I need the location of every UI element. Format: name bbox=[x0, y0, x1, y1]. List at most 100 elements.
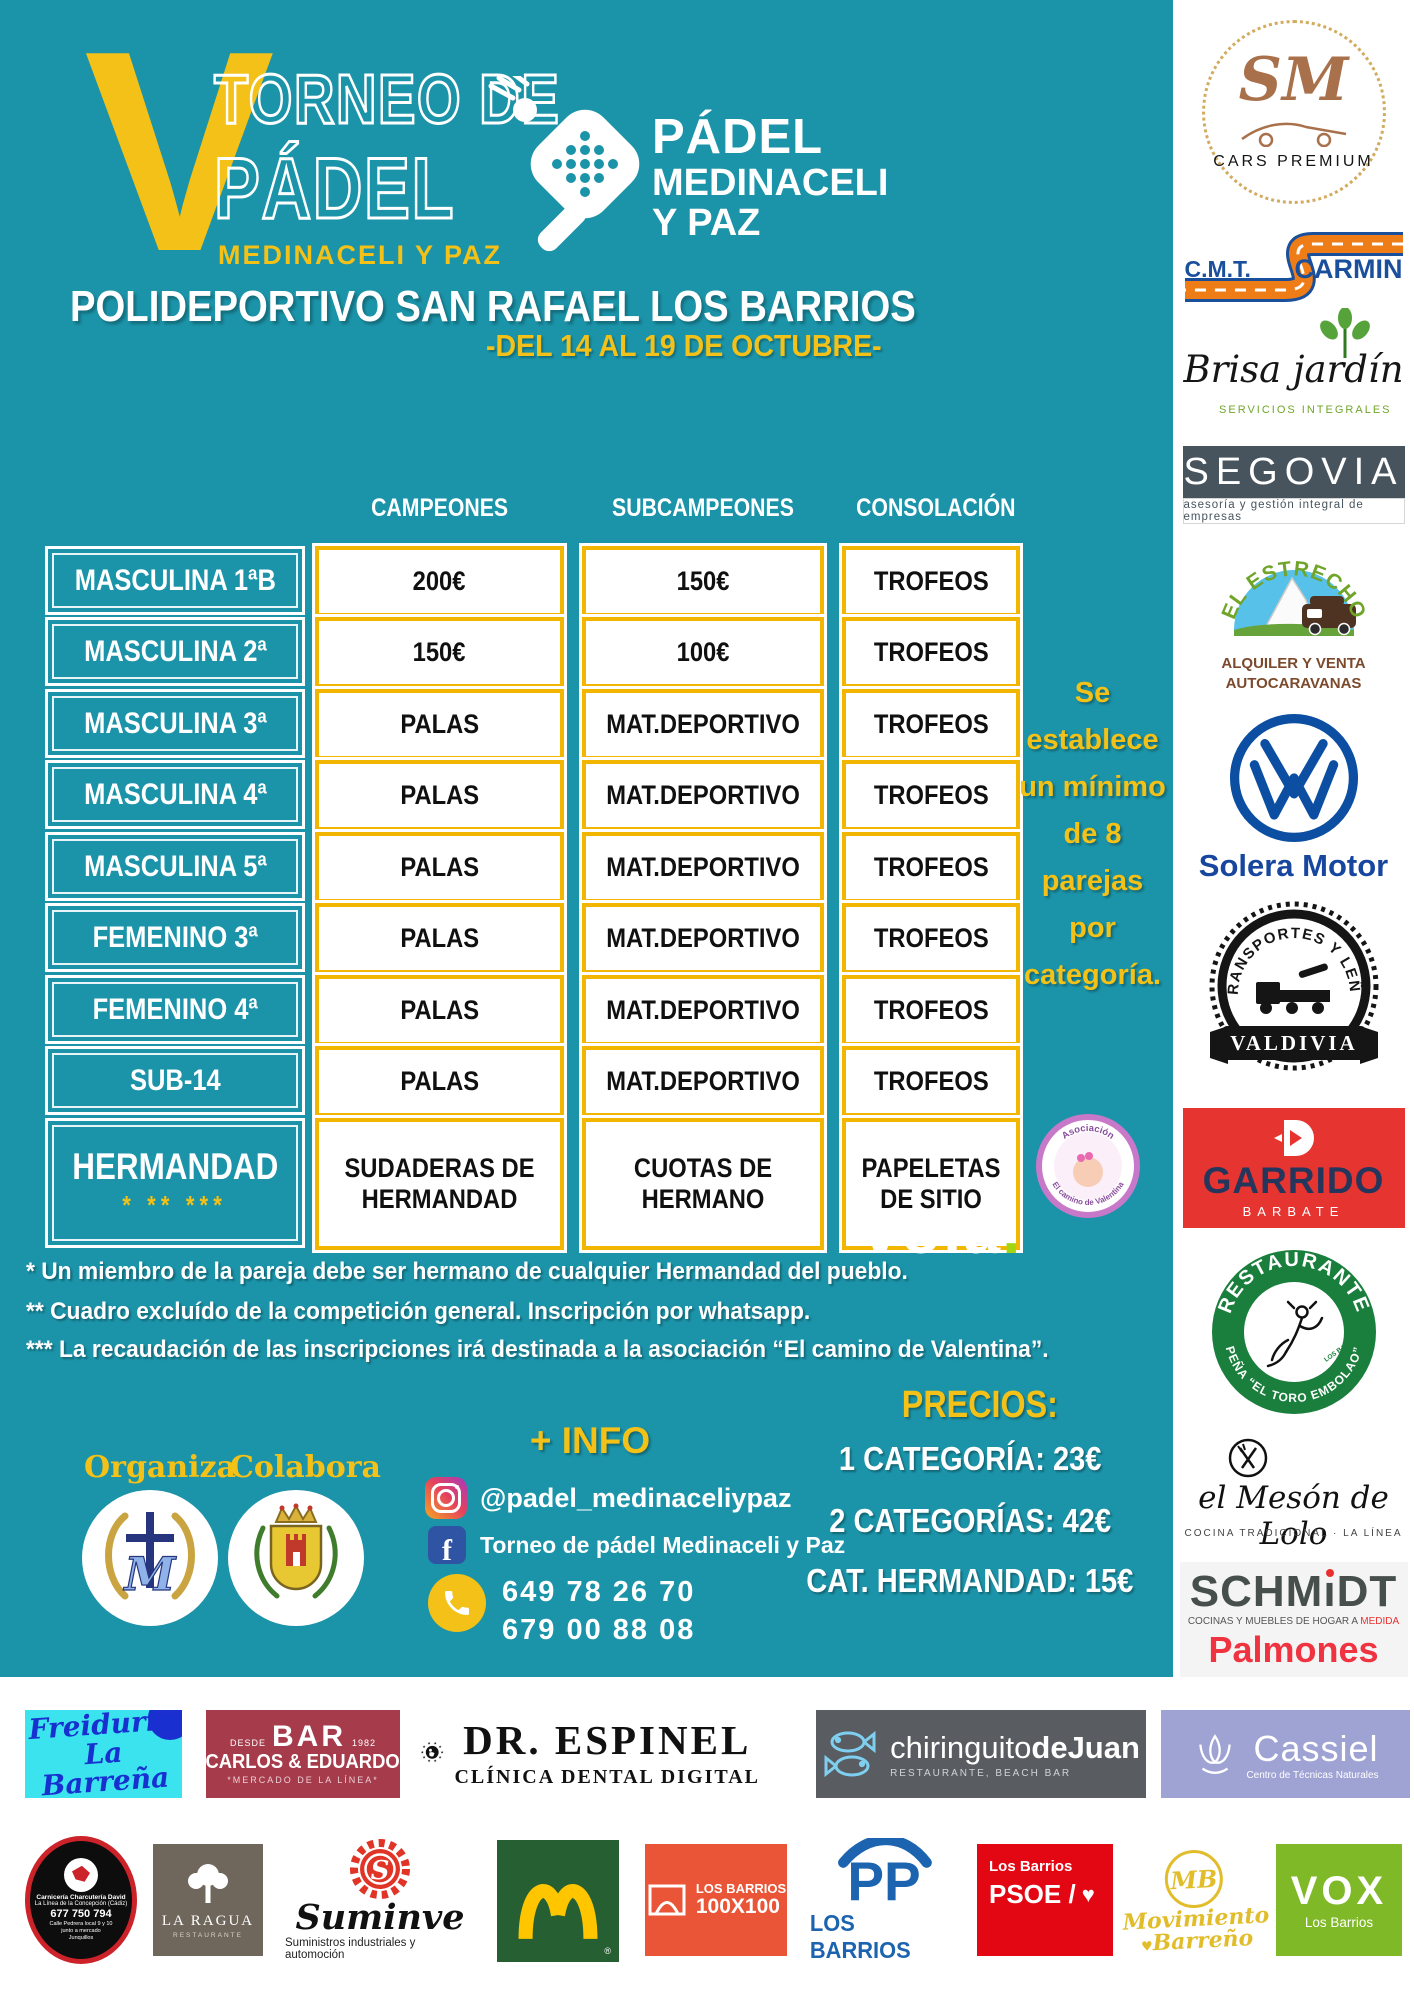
cell-value: TROFEOS bbox=[873, 1065, 989, 1096]
sponsor-sidebar: SM CARS PREMIUM C.M.T. CARMIN bbox=[1173, 0, 1414, 1679]
brisa-name: Brisa jardín bbox=[1183, 348, 1404, 391]
schmidt-red-i: ı bbox=[1323, 1567, 1337, 1616]
valentina-association-badge: Asociación El camino de Valentina bbox=[1036, 1114, 1140, 1218]
column-header-label: CONSOLACIÓN bbox=[856, 494, 1016, 522]
cell-value: PALAS bbox=[400, 994, 479, 1025]
registered-mark: ® bbox=[604, 1946, 611, 1956]
category-cell: FEMENINO 4ª bbox=[45, 975, 305, 1044]
cell-value: PALAS bbox=[400, 1065, 479, 1096]
note-line: establece bbox=[1026, 724, 1159, 756]
category-label: FEMENINO 4ª bbox=[92, 992, 258, 1026]
gear-s-icon: S bbox=[350, 1839, 410, 1899]
sponsor-chiringuito-de-juan: chiringuitodeJuan RESTAURANTE, BEACH BAR bbox=[816, 1710, 1146, 1798]
table-row: SUB-14 PALAS MAT.DEPORTIVO TROFEOS bbox=[0, 1046, 1100, 1117]
subcampeones-cell: MAT.DEPORTIVO bbox=[582, 832, 824, 903]
colabora-label: Colabora bbox=[230, 1450, 381, 1485]
category-label: MASCULINA 2ª bbox=[83, 634, 267, 668]
schmidt-p2: DT bbox=[1336, 1567, 1398, 1616]
column-header-label: CAMPEONES bbox=[371, 494, 508, 522]
mb-line2: Barreño bbox=[1151, 1925, 1254, 1957]
campeones-cell: PALAS bbox=[315, 760, 564, 831]
schmidt-tagline-red: MEDIDA bbox=[1360, 1616, 1400, 1627]
category-label: FEMENINO 3ª bbox=[92, 920, 258, 954]
svg-text:★: ★ bbox=[427, 1741, 431, 1746]
table-row: MASCULINA 2ª 150€ 100€ TROFEOS bbox=[0, 617, 1100, 688]
table-row: MASCULINA 5ª PALAS MAT.DEPORTIVO TROFEOS bbox=[0, 832, 1100, 903]
edition-numeral: V bbox=[84, 0, 275, 311]
phone-icon bbox=[428, 1574, 486, 1632]
vola-logo: vola. bbox=[862, 1192, 1022, 1268]
toro-embolao-badge-icon: RESTAURANTE PEÑA “EL TORO EMBOLAO” LOS B… bbox=[1211, 1249, 1376, 1414]
price-line-1: 1 CATEGORÍA: 23€ bbox=[770, 1440, 1170, 1478]
category-label: MASCULINA 5ª bbox=[83, 849, 267, 883]
sm-gold-circle-icon: SM CARS PREMIUM bbox=[1201, 20, 1386, 204]
ragua-tagline: RESTAURANTE bbox=[173, 1932, 243, 1939]
subcampeones-cell: CUOTAS DE HERMANO bbox=[582, 1118, 824, 1250]
david-line2: La Línea de la Concepción (Cádiz) bbox=[34, 1900, 128, 1907]
title-line1: TORNEO DE bbox=[213, 60, 561, 138]
consolacion-cell: TROFEOS bbox=[842, 1046, 1020, 1117]
consolacion-cell: TROFEOS bbox=[842, 689, 1020, 760]
consolacion-cell: TROFEOS bbox=[842, 832, 1020, 903]
vola-wordmark: vola bbox=[862, 1193, 1003, 1267]
title-line2: PÁDEL bbox=[213, 141, 456, 237]
title-subtitle: MEDINACELI Y PAZ bbox=[218, 240, 503, 270]
estrecho-tagline1: ALQUILER Y VENTA bbox=[1221, 655, 1366, 672]
category-cell: HERMANDAD * ** *** bbox=[45, 1118, 305, 1248]
facebook-icon: f bbox=[428, 1526, 466, 1564]
cell-value: TROFEOS bbox=[873, 851, 989, 882]
truck-icon bbox=[1255, 963, 1330, 1014]
vw-logo-icon bbox=[1229, 713, 1358, 843]
cell-value: PALAS bbox=[400, 779, 479, 810]
sponsor-cmt-carmin: C.M.T. CARMIN bbox=[1173, 228, 1414, 308]
bottom-sponsor-band: Freiduria La Barreña DESDE BAR 1982 CARL… bbox=[0, 1677, 1414, 2000]
suminve-name: Suminve bbox=[295, 1897, 465, 1938]
svg-text:★: ★ bbox=[422, 1755, 426, 1760]
david-phone: 677 750 794 bbox=[50, 1907, 112, 1920]
category-cell: SUB-14 bbox=[45, 1046, 305, 1115]
category-cell: FEMENINO 3ª bbox=[45, 903, 305, 972]
solera-motor-name: Solera Motor bbox=[1198, 848, 1389, 883]
footnote-3: *** La recaudación de las inscripciones … bbox=[26, 1336, 1049, 1363]
svg-text:★: ★ bbox=[421, 1750, 425, 1755]
cell-value: MAT.DEPORTIVO bbox=[606, 922, 800, 953]
cell-value: MAT.DEPORTIVO bbox=[606, 851, 800, 882]
meson-tagline: COCINA TRADICIONAL · LA LÍNEA bbox=[1184, 1528, 1403, 1539]
sponsor-brisa-jardin: Brisa jardín SERVICIOS INTEGRALES bbox=[1173, 308, 1414, 430]
table-row-hermandad: HERMANDAD * ** *** SUDADERAS DE HERMANDA… bbox=[0, 1118, 1100, 1250]
consolacion-cell: PAPELETAS DE SITIO bbox=[842, 1118, 1020, 1250]
heart-icon: ♥ bbox=[1081, 1881, 1095, 1907]
chiringuito-name-bold: deJuan bbox=[1031, 1729, 1140, 1765]
sponsor-freiduria-la-barrena: Freiduria La Barreña bbox=[25, 1710, 182, 1798]
cell-value: 200€ bbox=[413, 565, 466, 596]
segovia-name: SEGOVIA bbox=[1182, 446, 1405, 498]
valdivia-stamp-icon: TRANSPORTES Y LEÑA VALDIVIA bbox=[1206, 898, 1378, 1071]
cassiel-name: Cassiel bbox=[1253, 1727, 1379, 1769]
meson-name: el Mesón de Lolo bbox=[1198, 1480, 1389, 1552]
note-line: de 8 bbox=[1063, 818, 1122, 850]
svg-text:★: ★ bbox=[433, 1758, 437, 1763]
campeones-cell: PALAS bbox=[315, 1046, 564, 1117]
column-header-campeones: CAMPEONES bbox=[315, 494, 564, 523]
prices-title: PRECIOS: bbox=[830, 1384, 1130, 1427]
table-row: MASCULINA 1ªB 200€ 150€ TROFEOS bbox=[0, 546, 1100, 617]
valdivia-name: VALDIVIA bbox=[1230, 1031, 1357, 1055]
table-row: FEMENINO 3ª PALAS MAT.DEPORTIVO TROFEOS bbox=[0, 903, 1100, 974]
cell-value: 100€ bbox=[676, 636, 730, 667]
subcampeones-cell: MAT.DEPORTIVO bbox=[582, 760, 824, 831]
sponsor-los-barrios-100x100: LOS BARRIOS 100X100 bbox=[645, 1844, 787, 1956]
cell-value: MAT.DEPORTIVO bbox=[606, 1065, 800, 1096]
sponsor-suminve: S Suminve Suministros industriales y aut… bbox=[285, 1838, 475, 1962]
footnote-2: ** Cuadro excluído de la competición gen… bbox=[26, 1298, 811, 1325]
organiza-label: Organiza bbox=[84, 1450, 237, 1485]
suminve-tagline: Suministros industriales y automoción bbox=[285, 1937, 416, 1961]
facebook-f-glyph: f bbox=[442, 1534, 452, 1565]
two-fishes-icon bbox=[824, 1730, 876, 1778]
dates-text: -DEL 14 AL 19 DE OCTUBRE- bbox=[486, 328, 882, 363]
venue-text: POLIDEPORTIVO SAN RAFAEL LOS BARRIOS bbox=[70, 282, 916, 331]
campeones-cell: PALAS bbox=[315, 832, 564, 903]
car-outline-icon bbox=[1240, 122, 1346, 147]
sponsor-vw-solera-motor: Solera Motor bbox=[1173, 712, 1414, 884]
column-header-label: SUBCAMPEONES bbox=[612, 494, 794, 522]
campeones-cell: PALAS bbox=[315, 903, 564, 974]
